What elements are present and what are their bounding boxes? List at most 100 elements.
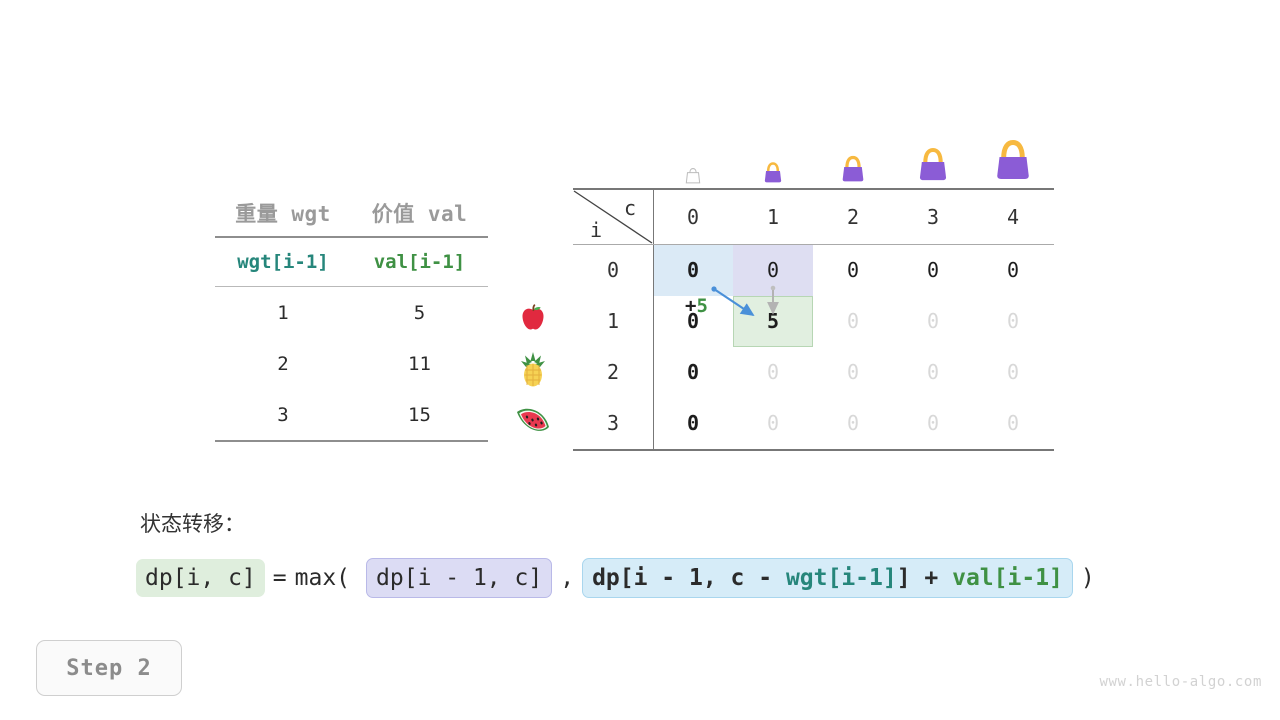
dp-cell-0-1[interactable]: 0 bbox=[766, 258, 780, 282]
dp-row: 1 0 5 0 0 0 bbox=[573, 296, 1054, 347]
fruit-cell bbox=[505, 292, 561, 343]
fruit-icon-column bbox=[505, 292, 561, 445]
dp-col-header-2: 2 bbox=[846, 205, 860, 229]
transition-label: 状态转移： bbox=[140, 512, 245, 536]
dp-col-header-1: 1 bbox=[766, 205, 780, 229]
dp-row-header-1: 1 bbox=[606, 309, 620, 333]
dp-row-vertical-separator bbox=[653, 245, 654, 296]
apple-icon bbox=[522, 303, 544, 329]
bag-icon-row bbox=[573, 126, 1054, 186]
dp-cell-2-1[interactable]: 0 bbox=[766, 360, 780, 384]
dp-cell-1-1[interactable]: 5 bbox=[766, 309, 780, 333]
item-weight: 1 bbox=[277, 301, 289, 324]
dp-cell-0-3[interactable]: 0 bbox=[926, 258, 940, 282]
dp-cell-0-4[interactable]: 0 bbox=[1006, 258, 1020, 282]
bag-slot bbox=[973, 126, 1053, 186]
dp-row: 3 0 0 0 0 0 bbox=[573, 398, 1054, 449]
formula-result: dp[i, c] bbox=[136, 559, 265, 597]
items-row: 1 5 bbox=[215, 287, 488, 338]
dp-table: c i 0 1 2 3 4 bbox=[573, 188, 1054, 451]
dp-cell-3-2[interactable]: 0 bbox=[846, 411, 860, 435]
dp-cell-2-2[interactable]: 0 bbox=[846, 360, 860, 384]
dp-cell-3-4[interactable]: 0 bbox=[1006, 411, 1020, 435]
dp-cell-1-4[interactable]: 0 bbox=[1006, 309, 1020, 333]
items-table: 重量 wgt 价值 val wgt[i-1] val[i-1] 1 5 2 11… bbox=[215, 190, 488, 442]
dp-body: +5 0 0 0 0 0 0 1 0 5 0 0 0 2 0 0 0 bbox=[573, 245, 1054, 449]
dp-corner-cell: c i bbox=[573, 190, 653, 244]
dp-cell-1-0[interactable]: 0 bbox=[686, 309, 700, 333]
transition-formula: dp[i, c] = max( dp[i - 1, c] , dp[i - 1,… bbox=[136, 558, 1103, 598]
dp-cell-2-0[interactable]: 0 bbox=[686, 360, 700, 384]
dp-row-header-2: 2 bbox=[606, 360, 620, 384]
item-value: 15 bbox=[408, 403, 431, 426]
bag-size2-icon bbox=[842, 155, 864, 182]
fruit-cell bbox=[505, 343, 561, 394]
formula-close-paren: ) bbox=[1080, 565, 1095, 591]
items-table-subheader-row: wgt[i-1] val[i-1] bbox=[215, 238, 488, 286]
dp-header-row: c i 0 1 2 3 4 bbox=[573, 190, 1054, 244]
dp-header-vertical-separator bbox=[653, 190, 654, 244]
bag-slot bbox=[733, 126, 813, 186]
dp-row-vertical-separator bbox=[653, 296, 654, 347]
dp-corner-label-i: i bbox=[590, 218, 603, 242]
dp-row-header-3: 3 bbox=[606, 411, 620, 435]
dp-cell-3-1[interactable]: 0 bbox=[766, 411, 780, 435]
bag-size1-icon bbox=[764, 162, 782, 183]
formula-take-prefix: dp[i - 1, c - bbox=[592, 565, 786, 591]
formula-max-open: max( bbox=[294, 565, 351, 591]
dp-rule-bottom bbox=[573, 449, 1054, 451]
items-table-rule-mid bbox=[215, 286, 488, 287]
items-table-header-row: 重量 wgt 价值 val bbox=[215, 190, 488, 236]
formula-take-mid: ] + bbox=[896, 565, 953, 591]
dp-corner-label-c: c bbox=[623, 196, 636, 220]
dp-cell-1-3[interactable]: 0 bbox=[926, 309, 940, 333]
dp-col-header-0: 0 bbox=[686, 205, 700, 229]
dp-cell-2-4[interactable]: 0 bbox=[1006, 360, 1020, 384]
formula-comma: , bbox=[560, 565, 575, 591]
formula-take-val: val[i-1] bbox=[952, 565, 1063, 591]
formula-option-take: dp[i - 1, c - wgt[i-1]] + val[i-1] bbox=[582, 558, 1073, 598]
step-badge: Step 2 bbox=[36, 640, 182, 696]
bag-slot bbox=[893, 126, 973, 186]
dp-cell-0-2[interactable]: 0 bbox=[846, 258, 860, 282]
dp-cell-1-2[interactable]: 0 bbox=[846, 309, 860, 333]
fruit-cell bbox=[505, 394, 561, 445]
bag-slot bbox=[813, 126, 893, 186]
items-row: 3 15 bbox=[215, 389, 488, 440]
watermelon-icon bbox=[517, 408, 549, 431]
dp-cell-3-3[interactable]: 0 bbox=[926, 411, 940, 435]
dp-row: 0 0 0 0 0 0 bbox=[573, 245, 1054, 296]
items-subheader-val: val[i-1] bbox=[373, 251, 466, 273]
bag-size4-icon bbox=[997, 140, 1029, 179]
formula-option-skip: dp[i - 1, c] bbox=[366, 558, 553, 598]
items-header-value: 价值 val bbox=[371, 202, 468, 226]
item-value: 11 bbox=[408, 352, 431, 375]
dp-rule-mid bbox=[573, 244, 1054, 245]
formula-take-wgt: wgt[i-1] bbox=[785, 565, 897, 591]
dp-row: 2 0 0 0 0 0 bbox=[573, 347, 1054, 398]
bag-slot bbox=[653, 126, 733, 186]
dp-col-header-4: 4 bbox=[1006, 205, 1020, 229]
dp-row-header-0: 0 bbox=[606, 258, 620, 282]
dp-cell-0-0[interactable]: 0 bbox=[686, 258, 700, 282]
dp-rule-top bbox=[573, 188, 1054, 190]
item-weight: 3 bbox=[277, 403, 289, 426]
item-weight: 2 bbox=[277, 352, 289, 375]
items-subheader-wgt: wgt[i-1] bbox=[237, 251, 329, 273]
bag-empty-icon bbox=[685, 168, 701, 184]
item-value: 5 bbox=[413, 301, 426, 324]
items-row: 2 11 bbox=[215, 338, 488, 389]
items-table-rule-top bbox=[215, 236, 488, 238]
watermark: www.hello-algo.com bbox=[1099, 674, 1262, 690]
dp-cell-2-3[interactable]: 0 bbox=[926, 360, 940, 384]
formula-equals: = bbox=[272, 565, 287, 591]
dp-col-header-3: 3 bbox=[926, 205, 940, 229]
dp-row-vertical-separator bbox=[653, 347, 654, 398]
pineapple-icon bbox=[521, 351, 545, 386]
corner-diagonal-icon bbox=[573, 190, 653, 244]
bag-size3-icon bbox=[919, 147, 947, 181]
items-table-rule-bottom bbox=[215, 440, 488, 442]
dp-row-vertical-separator bbox=[653, 398, 654, 449]
items-header-weight: 重量 wgt bbox=[235, 202, 331, 226]
dp-cell-3-0[interactable]: 0 bbox=[686, 411, 700, 435]
